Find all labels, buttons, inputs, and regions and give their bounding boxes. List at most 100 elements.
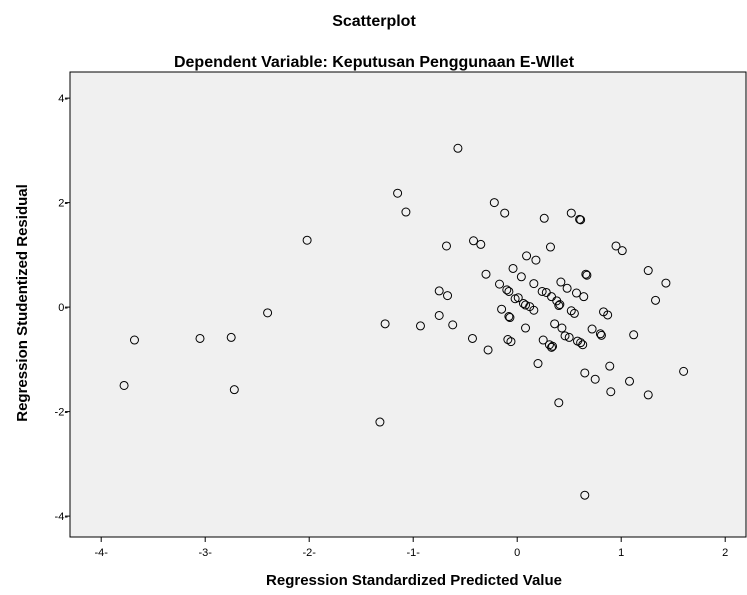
scatter-point	[679, 366, 689, 376]
y-axis-label: Regression Studentized Residual	[14, 184, 31, 422]
scatter-point	[651, 295, 661, 305]
scatter-point	[434, 310, 444, 320]
scatter-point	[503, 335, 513, 345]
scatter-point	[489, 198, 499, 208]
scatter-point	[590, 374, 600, 384]
scatter-point	[581, 269, 591, 279]
scatter-point	[578, 340, 588, 350]
scatter-point	[533, 359, 543, 369]
scatter-point	[537, 286, 547, 296]
scatter-point	[596, 330, 606, 340]
scatter-point	[495, 279, 505, 289]
x-tick-label: 1	[618, 547, 624, 559]
scatter-point	[587, 324, 597, 334]
scatter-point	[538, 335, 548, 345]
x-tick-label: 2	[722, 547, 728, 559]
scatter-point	[415, 321, 425, 331]
scatter-point	[508, 263, 518, 273]
scatter-point	[393, 188, 403, 198]
scatter-point	[505, 313, 515, 323]
y-tick-label: 4-	[58, 93, 68, 105]
chart-subtitle: Dependent Variable: Keputusan Penggunaan…	[174, 54, 575, 71]
scatter-point	[434, 286, 444, 296]
y-tick-label: 0-	[58, 302, 68, 314]
x-axis-ticks: -4- -3- -2- -1- 0 1 2	[94, 537, 728, 559]
y-axis-ticks: 4- 2- 0- -2- -4-	[55, 93, 70, 523]
scatter-point	[556, 277, 566, 287]
scatter-point	[582, 270, 592, 280]
scatter-point	[263, 308, 273, 318]
scatter-point	[605, 361, 615, 371]
scatter-point	[502, 285, 512, 295]
scatter-point	[661, 278, 671, 288]
x-tick-label: -4-	[94, 547, 108, 559]
scatter-point	[522, 251, 532, 261]
scatter-point	[441, 241, 451, 251]
scatter-point	[226, 332, 236, 342]
scatter-point	[625, 376, 635, 386]
y-tick-label: -2-	[55, 407, 69, 419]
scatter-point	[531, 255, 541, 265]
x-tick-label: -1-	[406, 547, 420, 559]
scatter-point	[516, 272, 526, 282]
scatter-point	[560, 331, 570, 341]
scatter-point	[476, 239, 486, 249]
scatter-point	[580, 490, 590, 500]
scatter-point	[129, 335, 139, 345]
scatter-point	[629, 330, 639, 340]
scatter-point	[580, 368, 590, 378]
scatter-point	[550, 319, 560, 329]
scatter-point	[571, 288, 581, 298]
scatter-point	[506, 337, 516, 347]
x-tick-label: -2-	[302, 547, 316, 559]
scatter-point	[562, 283, 572, 293]
scatter-point	[229, 385, 239, 395]
plot-area	[69, 71, 747, 538]
data-points	[119, 143, 689, 500]
y-tick-label: -4-	[55, 511, 69, 523]
chart-title: Scatterplot	[332, 13, 416, 30]
scatter-point	[529, 279, 539, 289]
scatter-point	[554, 398, 564, 408]
scatter-point	[521, 323, 531, 333]
x-axis-label: Regression Standardized Predicted Value	[266, 572, 562, 589]
scatter-point	[448, 320, 458, 330]
scatter-point	[611, 241, 621, 251]
scatter-point	[529, 305, 539, 315]
scatter-point	[606, 387, 616, 397]
scatter-point	[504, 286, 514, 296]
scatter-point	[564, 332, 574, 342]
x-tick-label: 0	[514, 547, 520, 559]
scatter-point	[643, 390, 653, 400]
scatter-point	[119, 380, 129, 390]
scatter-point	[521, 300, 531, 310]
scatter-point	[443, 291, 453, 301]
scatter-point	[617, 246, 627, 256]
scatter-point	[548, 341, 558, 351]
scatter-point	[497, 304, 507, 314]
scatter-point	[453, 143, 463, 153]
scatter-point	[302, 235, 312, 245]
scatter-point	[576, 215, 586, 225]
scatter-point	[555, 300, 565, 309]
y-tick-label: 2-	[58, 198, 68, 210]
scatter-point	[500, 208, 510, 218]
scatter-point	[401, 207, 411, 217]
scatter-point	[554, 301, 564, 311]
x-tick-label: -3-	[198, 547, 212, 559]
scatter-point	[576, 338, 586, 348]
scatter-point	[566, 306, 576, 316]
scatter-point	[569, 308, 579, 318]
scatter-point	[513, 293, 523, 303]
scatter-point	[375, 417, 385, 427]
scatter-point	[380, 319, 390, 329]
scatter-point	[557, 323, 567, 333]
scatter-point	[481, 269, 491, 279]
scatter-point	[539, 213, 549, 223]
scatter-point	[603, 310, 613, 320]
scatter-point	[595, 329, 605, 339]
scatter-point	[579, 292, 589, 302]
scatter-point	[566, 208, 576, 218]
scatter-point	[545, 242, 555, 252]
